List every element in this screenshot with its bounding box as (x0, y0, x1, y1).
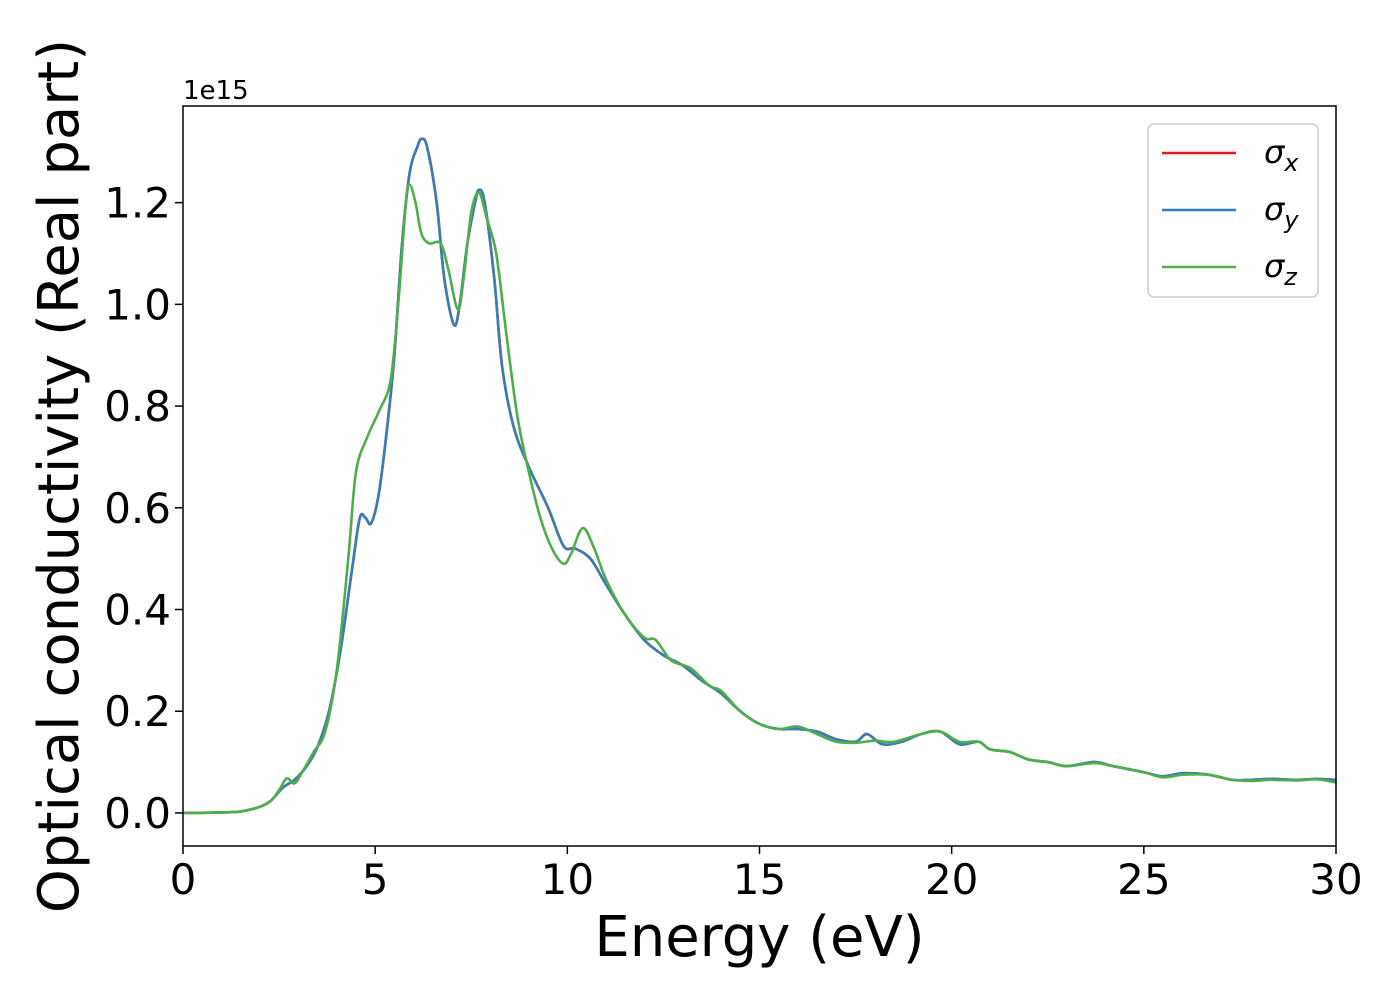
x-axis-ticks: 0 5 10 15 20 25 30 (170, 846, 1363, 904)
y-axis-offset-label: 1e15 (183, 76, 249, 106)
x-axis-title: Energy (eV) (594, 905, 924, 970)
y-tick-label: 0.4 (104, 586, 171, 635)
y-tick-label: 0.8 (104, 382, 171, 431)
x-tick-label: 10 (541, 855, 594, 904)
y-axis-title: Optical conductivity (Real part) (27, 39, 92, 913)
series-layer (183, 137, 1336, 815)
x-tick-label: 20 (925, 855, 978, 904)
y-tick-label: 1.2 (104, 179, 171, 228)
x-tick-label: 25 (1117, 855, 1170, 904)
x-tick-label: 30 (1309, 855, 1362, 904)
y-tick-label: 0.2 (104, 687, 171, 736)
y-axis-ticks: 0.0 0.2 0.4 0.6 0.8 1.0 1.2 (104, 179, 183, 838)
series-line-sigma-z (183, 183, 1336, 815)
x-tick-label: 0 (170, 855, 197, 904)
x-tick-label: 15 (733, 855, 786, 904)
y-tick-label: 0.6 (104, 484, 171, 533)
y-tick-label: 1.0 (104, 280, 171, 329)
legend-label-sigma-z: σz (1264, 247, 1298, 291)
x-tick-label: 5 (362, 855, 389, 904)
y-tick-label: 0.0 (104, 789, 171, 838)
